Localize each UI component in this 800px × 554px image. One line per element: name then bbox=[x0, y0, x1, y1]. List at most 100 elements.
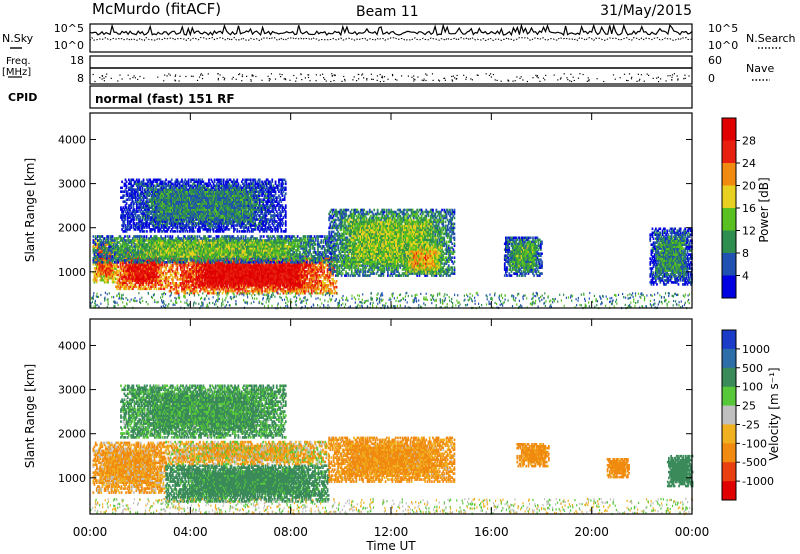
cpid-label: CPID bbox=[8, 91, 37, 104]
nave-dot bbox=[232, 78, 233, 79]
nave-dot bbox=[490, 73, 491, 74]
nave-dot bbox=[521, 76, 522, 77]
nave-dot bbox=[401, 75, 402, 76]
nave-dot bbox=[105, 76, 106, 77]
nave-dot bbox=[354, 76, 355, 77]
echo-cell bbox=[107, 235, 109, 238]
nave-dot bbox=[293, 75, 294, 76]
nave-dot bbox=[677, 78, 678, 79]
nave-dot bbox=[332, 75, 333, 76]
noise-left-tick-high: 10^5 bbox=[54, 22, 84, 35]
echo-cell bbox=[143, 235, 145, 238]
nave-dot bbox=[554, 75, 555, 76]
nave-dot bbox=[106, 74, 107, 75]
nave-dot bbox=[358, 78, 359, 79]
echo-cell bbox=[336, 286, 338, 289]
nave-dot bbox=[179, 80, 180, 81]
nave-dot bbox=[545, 75, 546, 76]
nave-dot bbox=[117, 80, 118, 81]
echo-cell bbox=[218, 235, 220, 238]
nave-dot bbox=[323, 77, 324, 78]
nave-dot bbox=[250, 79, 251, 80]
nave-dot bbox=[489, 75, 490, 76]
nave-dot bbox=[383, 81, 384, 82]
noise-right-tick-low: 10^0 bbox=[708, 39, 738, 52]
nave-dot bbox=[202, 78, 203, 79]
nave-dot bbox=[683, 78, 684, 79]
nave-dot bbox=[366, 79, 367, 80]
echo-cell bbox=[112, 235, 114, 238]
nave-dot bbox=[382, 77, 383, 78]
nave-dot bbox=[413, 75, 414, 76]
echo-cell bbox=[240, 235, 242, 238]
nave-dot bbox=[300, 73, 301, 74]
date-title: 31/May/2015 bbox=[600, 3, 692, 19]
nave-dot bbox=[220, 74, 221, 75]
echo-cell bbox=[178, 272, 180, 275]
nave-dot bbox=[279, 74, 280, 75]
nave-dot bbox=[629, 73, 630, 74]
nave-dot bbox=[99, 77, 100, 78]
beam-title: Beam 11 bbox=[356, 4, 419, 20]
echo-cell bbox=[117, 266, 119, 269]
nave-dot bbox=[269, 78, 270, 79]
nave-dot bbox=[413, 80, 414, 81]
echo-cell bbox=[93, 235, 95, 238]
nave-dot bbox=[224, 78, 225, 79]
nave-dot bbox=[362, 73, 363, 74]
echo-cell bbox=[103, 261, 105, 264]
nave-dot bbox=[522, 79, 523, 80]
nave-dot bbox=[667, 75, 668, 76]
nave-dot bbox=[163, 80, 164, 81]
nave-dot bbox=[573, 77, 574, 78]
nave-dot bbox=[472, 79, 473, 80]
echo-cell bbox=[170, 282, 172, 285]
nave-dot bbox=[295, 81, 296, 82]
echo-cell bbox=[114, 281, 116, 284]
nave-dot bbox=[102, 79, 103, 80]
echo-cell bbox=[196, 235, 198, 238]
nave-dot bbox=[561, 77, 562, 78]
nave-dot bbox=[251, 81, 252, 82]
nave-dot bbox=[425, 80, 426, 81]
nave-dot bbox=[677, 79, 678, 80]
nave-dot bbox=[103, 78, 104, 79]
echo-cell bbox=[135, 286, 137, 289]
echo-cell bbox=[172, 235, 174, 238]
echo-cell bbox=[164, 270, 166, 273]
nave-dot bbox=[199, 77, 200, 78]
nave-dot bbox=[191, 76, 192, 77]
nave-dot bbox=[322, 74, 323, 75]
nave-dot bbox=[252, 75, 253, 76]
nave-dot bbox=[218, 78, 219, 79]
nave-dot bbox=[557, 79, 558, 80]
nave-dot bbox=[308, 74, 309, 75]
nave-dot bbox=[636, 81, 637, 82]
nave-dot bbox=[289, 80, 290, 81]
nave-dot bbox=[603, 81, 604, 82]
nave-dot bbox=[373, 79, 374, 80]
nave-dot bbox=[564, 73, 565, 74]
nave-dot bbox=[135, 77, 136, 78]
nave-dot bbox=[202, 75, 203, 76]
echo-cell bbox=[331, 290, 333, 293]
nave-dot bbox=[255, 76, 256, 77]
nave-dot bbox=[143, 78, 144, 79]
nave-dot bbox=[341, 81, 342, 82]
nave-dot bbox=[371, 79, 372, 80]
nave-dot bbox=[285, 79, 286, 80]
nave-dot bbox=[457, 75, 458, 76]
nave-dot bbox=[175, 74, 176, 75]
nave-dot bbox=[193, 76, 194, 77]
nave-dot bbox=[269, 80, 270, 81]
nave-dot bbox=[671, 77, 672, 78]
nave-dot bbox=[658, 81, 659, 82]
nave-dot bbox=[413, 78, 414, 79]
nave-dot bbox=[579, 73, 580, 74]
nave-dot bbox=[380, 81, 381, 82]
nave-dot bbox=[543, 78, 544, 79]
echo-cell bbox=[336, 280, 338, 283]
nave-dot bbox=[408, 76, 409, 77]
nave-dot bbox=[641, 74, 642, 75]
